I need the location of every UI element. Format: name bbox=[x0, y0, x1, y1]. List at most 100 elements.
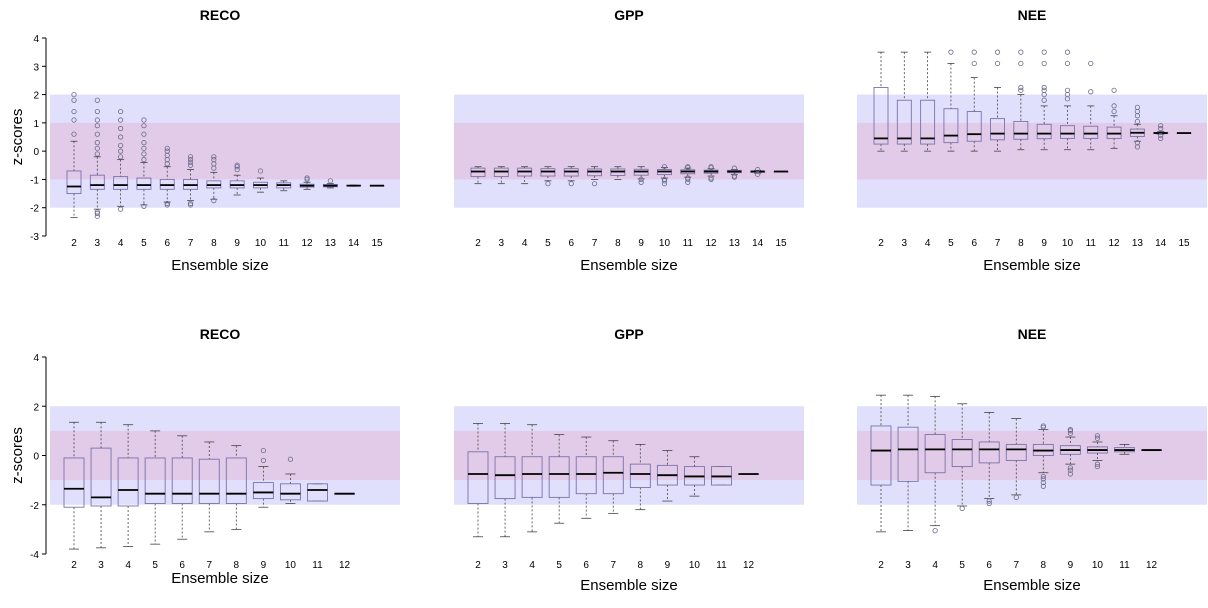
box-iqr bbox=[1083, 125, 1099, 139]
outlier-point bbox=[755, 171, 761, 177]
box-12 bbox=[334, 492, 355, 495]
x-tick-label: 10 bbox=[1092, 560, 1104, 571]
outlier-point bbox=[71, 131, 77, 137]
box-13 bbox=[322, 178, 338, 189]
box-3 bbox=[493, 166, 509, 185]
x-tick-label: 10 bbox=[689, 560, 701, 571]
y-tick-label: -4 bbox=[30, 550, 39, 561]
x-tick-label: 7 bbox=[206, 560, 212, 571]
box-6 bbox=[171, 435, 193, 540]
box-15 bbox=[773, 170, 789, 173]
x-tick-label: 5 bbox=[959, 560, 965, 571]
x-tick-label: 7 bbox=[188, 238, 194, 249]
x-tick-label: 9 bbox=[261, 560, 267, 571]
outlier-point bbox=[211, 154, 217, 160]
box-iqr bbox=[198, 458, 220, 504]
box-12 bbox=[738, 473, 759, 475]
y-tick-label: 0 bbox=[33, 147, 39, 158]
x-tick-label: 15 bbox=[371, 238, 383, 249]
box-6 bbox=[978, 412, 1000, 507]
box-iqr bbox=[66, 170, 82, 195]
x-axis-label: Ensemble size bbox=[171, 570, 269, 587]
box-2 bbox=[63, 421, 85, 550]
x-tick-label: 8 bbox=[211, 238, 217, 249]
outlier-point bbox=[71, 117, 77, 123]
outlier-point bbox=[187, 154, 194, 160]
x-tick-label: 13 bbox=[1132, 238, 1144, 249]
box-iqr bbox=[1005, 443, 1027, 461]
x-tick-label: 3 bbox=[499, 238, 505, 249]
outlier-point bbox=[71, 97, 77, 103]
x-tick-label: 12 bbox=[706, 238, 718, 249]
x-tick-label: 8 bbox=[615, 238, 621, 249]
outlier-point bbox=[234, 164, 240, 170]
outlier-point bbox=[1018, 60, 1024, 67]
y-tick-label: 2 bbox=[33, 402, 39, 413]
box-iqr bbox=[990, 118, 1005, 141]
box-15 bbox=[369, 184, 385, 187]
outlier-point bbox=[1041, 84, 1047, 91]
band-inner bbox=[50, 430, 400, 481]
box-13 bbox=[1129, 104, 1145, 150]
x-tick-label: 8 bbox=[638, 560, 644, 571]
panel-4: -4 -2 0 2 4 z-scores RECO 2 3 4 5 6 7 8 9 10 11 12 Ensembl… bbox=[9, 326, 400, 587]
outlier-point bbox=[1018, 49, 1024, 55]
box-11 bbox=[276, 180, 292, 192]
outlier-point bbox=[545, 181, 551, 187]
y-tick-label: -3 bbox=[30, 232, 39, 243]
box-iqr bbox=[920, 99, 936, 145]
box-12 bbox=[703, 164, 719, 183]
x-tick-label: 6 bbox=[986, 560, 992, 571]
outlier-point bbox=[211, 157, 217, 163]
x-tick-label: 8 bbox=[234, 560, 240, 571]
outlier-point bbox=[638, 179, 644, 185]
x-tick-label: 9 bbox=[665, 560, 671, 571]
x-tick-label: 8 bbox=[1018, 238, 1024, 249]
outlier-point bbox=[932, 528, 938, 534]
band-inner bbox=[857, 430, 1207, 481]
box-7 bbox=[183, 154, 198, 208]
box-4 bbox=[113, 108, 129, 212]
outlier-point bbox=[94, 117, 100, 123]
x-axis-label: Ensemble size bbox=[983, 257, 1081, 274]
box-iqr bbox=[307, 483, 328, 502]
box-iqr bbox=[225, 457, 247, 504]
outlier-point bbox=[1111, 103, 1117, 109]
box-iqr bbox=[494, 456, 516, 500]
box-12 bbox=[1106, 87, 1122, 149]
x-tick-label: 4 bbox=[125, 560, 131, 571]
outlier-point bbox=[1013, 494, 1019, 500]
outlier-point bbox=[1018, 84, 1024, 91]
box-iqr bbox=[1036, 123, 1052, 140]
outlier-point bbox=[685, 176, 691, 183]
box-iqr bbox=[951, 439, 973, 468]
box-4 bbox=[517, 166, 533, 185]
box-9 bbox=[1059, 427, 1081, 477]
box-iqr bbox=[521, 456, 543, 498]
box-10 bbox=[657, 164, 672, 187]
outlier-point bbox=[118, 154, 124, 160]
outlier-point bbox=[1094, 433, 1101, 439]
outlier-point bbox=[94, 145, 100, 151]
outlier-point bbox=[708, 164, 714, 170]
outlier-point bbox=[187, 162, 194, 168]
outlier-point bbox=[986, 498, 992, 504]
box-9 bbox=[633, 166, 649, 185]
outlier-point bbox=[1158, 135, 1164, 142]
box-8 bbox=[1013, 49, 1029, 151]
box-4 bbox=[920, 51, 936, 152]
outlier-point bbox=[1134, 118, 1140, 125]
outlier-point bbox=[187, 200, 194, 207]
box-7 bbox=[990, 49, 1005, 152]
panel-5: GPP 2 3 4 5 6 7 8 9 10 11 12 Ensemble size bbox=[454, 326, 804, 594]
outlier-point bbox=[994, 49, 1001, 55]
x-tick-label: 2 bbox=[475, 560, 481, 571]
outlier-point bbox=[287, 456, 294, 462]
outlier-point bbox=[164, 202, 170, 208]
x-tick-label: 6 bbox=[971, 238, 977, 249]
box-5 bbox=[951, 403, 973, 512]
x-tick-label: 12 bbox=[743, 560, 755, 571]
box-iqr bbox=[966, 111, 982, 142]
outlier-point bbox=[164, 145, 170, 151]
